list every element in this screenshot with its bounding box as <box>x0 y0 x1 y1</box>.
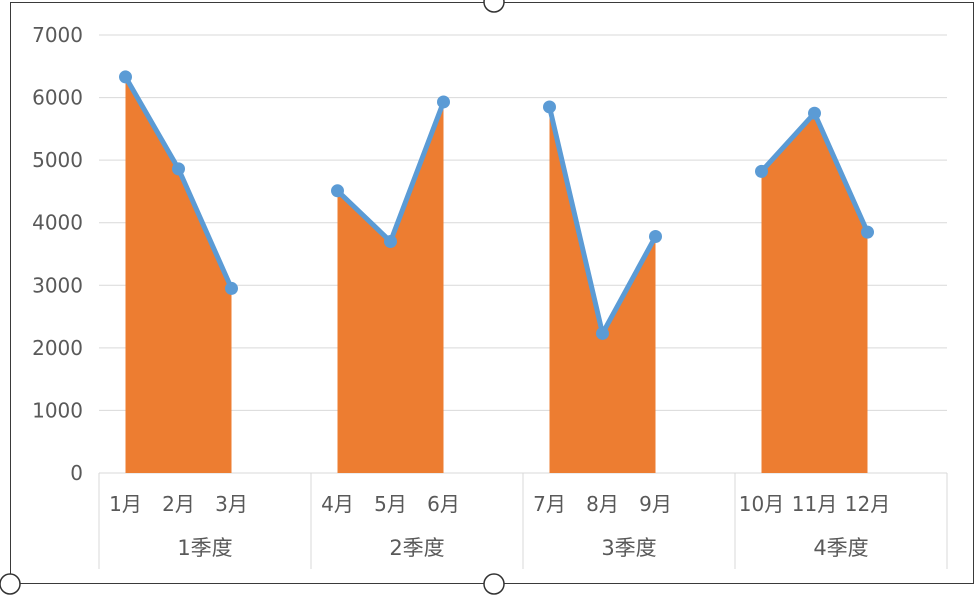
x-tick-label: 1月 <box>109 492 142 516</box>
y-tick-label: 1000 <box>32 398 83 422</box>
area-segment <box>549 106 656 473</box>
x-group-label: 4季度 <box>813 536 868 560</box>
x-tick-label: 11月 <box>792 492 837 516</box>
x-tick-label: 10月 <box>739 492 784 516</box>
data-point-marker <box>596 326 609 340</box>
data-point-marker <box>543 100 556 114</box>
area-segment <box>337 101 444 474</box>
y-tick-label: 3000 <box>32 273 83 297</box>
y-tick-label: 4000 <box>32 211 83 235</box>
data-point-marker <box>861 225 874 239</box>
x-tick-label: 2月 <box>162 492 195 516</box>
x-tick-label: 5月 <box>374 492 407 516</box>
y-tick-label: 6000 <box>32 86 83 110</box>
chart-frame: 0 1000 2000 3000 4000 5000 6000 7000 1月 2月 3月 1季度 4月… <box>10 2 974 584</box>
x-tick-label: 7月 <box>533 492 566 516</box>
data-point-marker <box>172 162 185 176</box>
data-point-marker <box>437 95 450 109</box>
x-tick-label: 6月 <box>427 492 460 516</box>
area-segment <box>125 76 232 474</box>
data-point-marker <box>119 70 132 84</box>
data-point-marker <box>225 281 238 295</box>
x-tick-label: 9月 <box>639 492 672 516</box>
x-group-label: 1季度 <box>177 536 232 560</box>
data-point-marker <box>755 164 768 178</box>
x-tick-label: 12月 <box>845 492 890 516</box>
x-group-label: 3季度 <box>601 536 656 560</box>
x-tick-label: 3月 <box>215 492 248 516</box>
data-point-marker <box>808 106 821 120</box>
data-point-marker <box>384 234 397 248</box>
x-tick-label: 4月 <box>321 492 354 516</box>
y-tick-label: 2000 <box>32 336 83 360</box>
y-tick-label: 5000 <box>32 148 83 172</box>
x-tick-label: 8月 <box>586 492 619 516</box>
y-tick-label: 0 <box>70 461 83 485</box>
data-point-marker <box>649 229 662 243</box>
x-group-label: 2季度 <box>389 536 444 560</box>
y-tick-label: 7000 <box>32 23 83 47</box>
data-point-marker <box>331 184 344 198</box>
area-segment <box>761 113 868 473</box>
chart-plot: 0 1000 2000 3000 4000 5000 6000 7000 1月 2月 3月 1季度 4月… <box>32 23 948 569</box>
